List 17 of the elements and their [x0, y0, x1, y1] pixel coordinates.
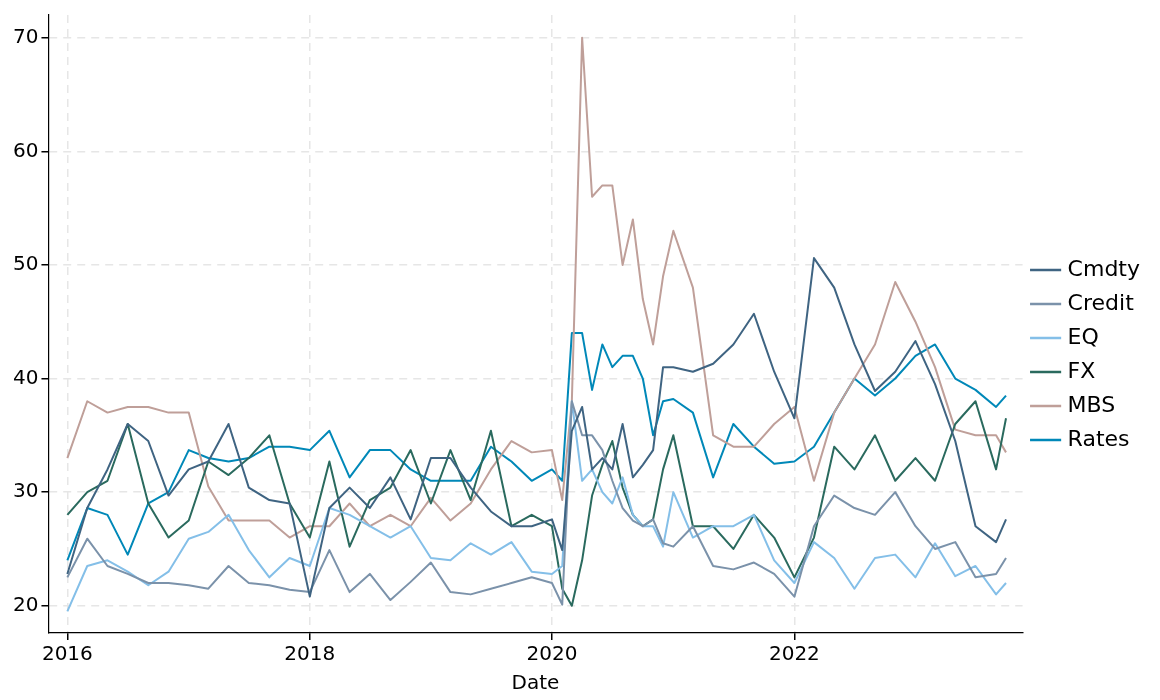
- x-tick-label: 2020: [526, 641, 578, 666]
- x-tick-label: 2022: [768, 641, 820, 666]
- legend-label: EQ: [1067, 323, 1099, 349]
- legend-label: Credit: [1067, 289, 1135, 315]
- x-tick-label: 2018: [284, 641, 336, 666]
- y-tick-label: 60: [13, 137, 39, 162]
- x-tick-label: 2016: [41, 641, 93, 666]
- y-tick-label: 50: [13, 251, 39, 276]
- y-tick-label: 70: [13, 23, 39, 48]
- legend-label: Cmdty: [1067, 255, 1140, 281]
- y-tick-label: 40: [13, 364, 39, 389]
- x-axis-title: Date: [511, 670, 560, 695]
- y-tick-label: 20: [13, 591, 39, 616]
- legend-label: FX: [1067, 357, 1096, 383]
- legend-label: Rates: [1067, 425, 1130, 451]
- y-tick-label: 30: [13, 478, 39, 503]
- legend-label: MBS: [1067, 391, 1116, 417]
